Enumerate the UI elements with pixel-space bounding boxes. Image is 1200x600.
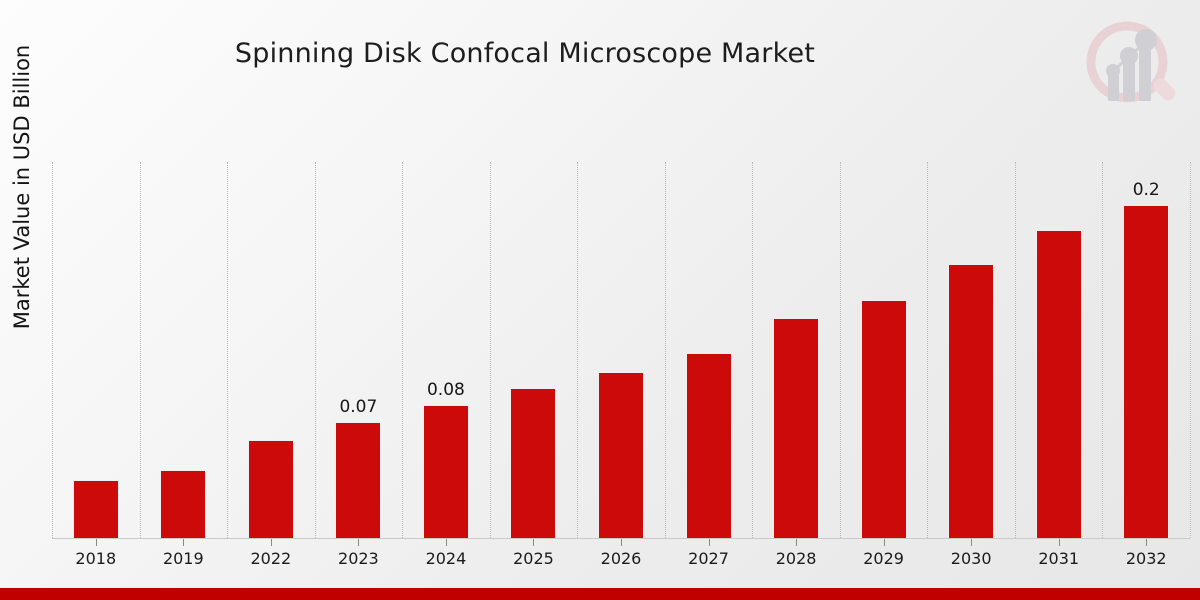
y-axis-label: Market Value in USD Billion <box>10 44 34 330</box>
x-axis-label-2018: 2018 <box>75 549 117 568</box>
gridline <box>1102 162 1104 538</box>
x-axis-tick <box>1058 539 1060 546</box>
x-axis-label-2026: 2026 <box>600 549 642 568</box>
bar-2018[interactable] <box>72 479 119 538</box>
x-axis-label-2022: 2022 <box>250 549 292 568</box>
bar-value-label: 0.2 <box>1132 180 1160 201</box>
x-axis-label-2028: 2028 <box>775 549 817 568</box>
logo-bar-3 <box>1139 42 1151 101</box>
bar-2025[interactable] <box>510 388 557 538</box>
bar-2030[interactable] <box>948 263 995 538</box>
gridline <box>577 162 579 538</box>
logo-dot-1 <box>1106 64 1120 78</box>
logo-bar-2 <box>1123 58 1135 101</box>
bar-2027[interactable] <box>685 353 732 538</box>
logo-handle <box>1153 78 1176 101</box>
x-axis-tick <box>1146 539 1148 546</box>
x-axis-label-2023: 2023 <box>338 549 379 568</box>
bar-2028[interactable] <box>773 318 820 538</box>
x-axis-tick <box>183 539 185 546</box>
x-axis-tick <box>621 539 622 546</box>
gridline <box>927 162 929 538</box>
gridline <box>314 162 316 538</box>
x-axis-tick <box>358 539 360 546</box>
x-axis-tick <box>971 539 973 546</box>
x-axis-tick <box>708 539 710 546</box>
gridline <box>664 162 666 538</box>
logo-magnifier-icon <box>1086 21 1176 103</box>
x-axis-tick <box>270 539 272 546</box>
bar-2022[interactable] <box>247 439 294 538</box>
gridline <box>489 162 491 538</box>
bar-2024[interactable] <box>422 404 469 538</box>
gridline <box>1014 162 1016 538</box>
gridline <box>52 162 53 538</box>
x-axis-label-2029: 2029 <box>863 549 904 568</box>
x-axis-label-2024: 2024 <box>425 549 467 568</box>
bar-value-label: 0.08 <box>426 379 465 400</box>
x-axis-line <box>52 538 1190 539</box>
bar-2026[interactable] <box>598 371 644 538</box>
x-axis-tick <box>95 539 97 546</box>
x-axis-tick <box>445 539 447 546</box>
bar-2032[interactable] <box>1123 205 1170 538</box>
logo-dot-3 <box>1135 29 1157 51</box>
gridline <box>139 162 141 538</box>
x-axis-tick <box>796 539 798 546</box>
logo-bar-1 <box>1108 73 1119 101</box>
x-axis-label-2032: 2032 <box>1125 549 1167 568</box>
gridline <box>839 162 841 538</box>
gridline <box>227 162 229 538</box>
x-axis-label-2031: 2031 <box>1038 549 1080 568</box>
x-axis-tick <box>883 539 885 546</box>
logo-dot-2 <box>1120 47 1138 65</box>
bar-2029[interactable] <box>860 300 907 538</box>
gridline <box>752 162 754 538</box>
bar-2023[interactable] <box>335 421 382 538</box>
x-axis-label-2025: 2025 <box>513 549 554 568</box>
bottom-accent-strip <box>0 588 1200 600</box>
brand-logo <box>1080 18 1184 118</box>
gridline <box>1190 162 1191 538</box>
x-axis-label-2019: 2019 <box>162 549 204 568</box>
x-axis-label-2027: 2027 <box>688 549 729 568</box>
bar-2019[interactable] <box>160 469 207 538</box>
chart-title: Spinning Disk Confocal Microscope Market <box>234 38 816 69</box>
bar-2031[interactable] <box>1035 230 1082 538</box>
plot-area <box>52 162 1191 538</box>
x-axis-label-2030: 2030 <box>950 549 992 568</box>
bar-value-label: 0.07 <box>339 396 378 417</box>
x-axis-tick <box>533 539 535 546</box>
gridline <box>402 162 404 538</box>
